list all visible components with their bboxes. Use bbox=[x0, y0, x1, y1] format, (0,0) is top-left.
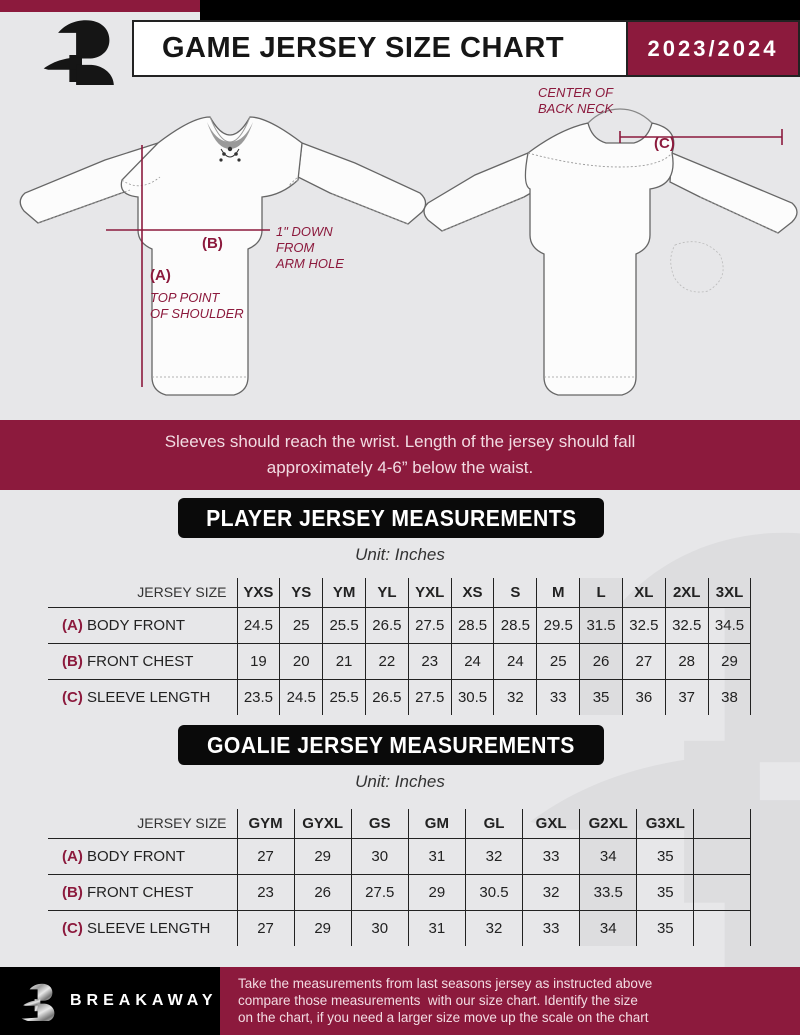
svg-text:(B): (B) bbox=[202, 235, 223, 252]
svg-text:OF SHOULDER: OF SHOULDER bbox=[150, 306, 244, 321]
svg-text:CENTER OF: CENTER OF bbox=[538, 85, 614, 100]
svg-text:ARM HOLE: ARM HOLE bbox=[275, 256, 344, 271]
svg-text:(A): (A) bbox=[150, 267, 171, 284]
svg-text:FROM: FROM bbox=[276, 240, 314, 255]
svg-text:TOP POINT: TOP POINT bbox=[150, 290, 220, 305]
svg-text:BACK NECK: BACK NECK bbox=[538, 101, 614, 116]
svg-text:(C): (C) bbox=[654, 135, 675, 152]
svg-text:1" DOWN: 1" DOWN bbox=[276, 224, 333, 239]
